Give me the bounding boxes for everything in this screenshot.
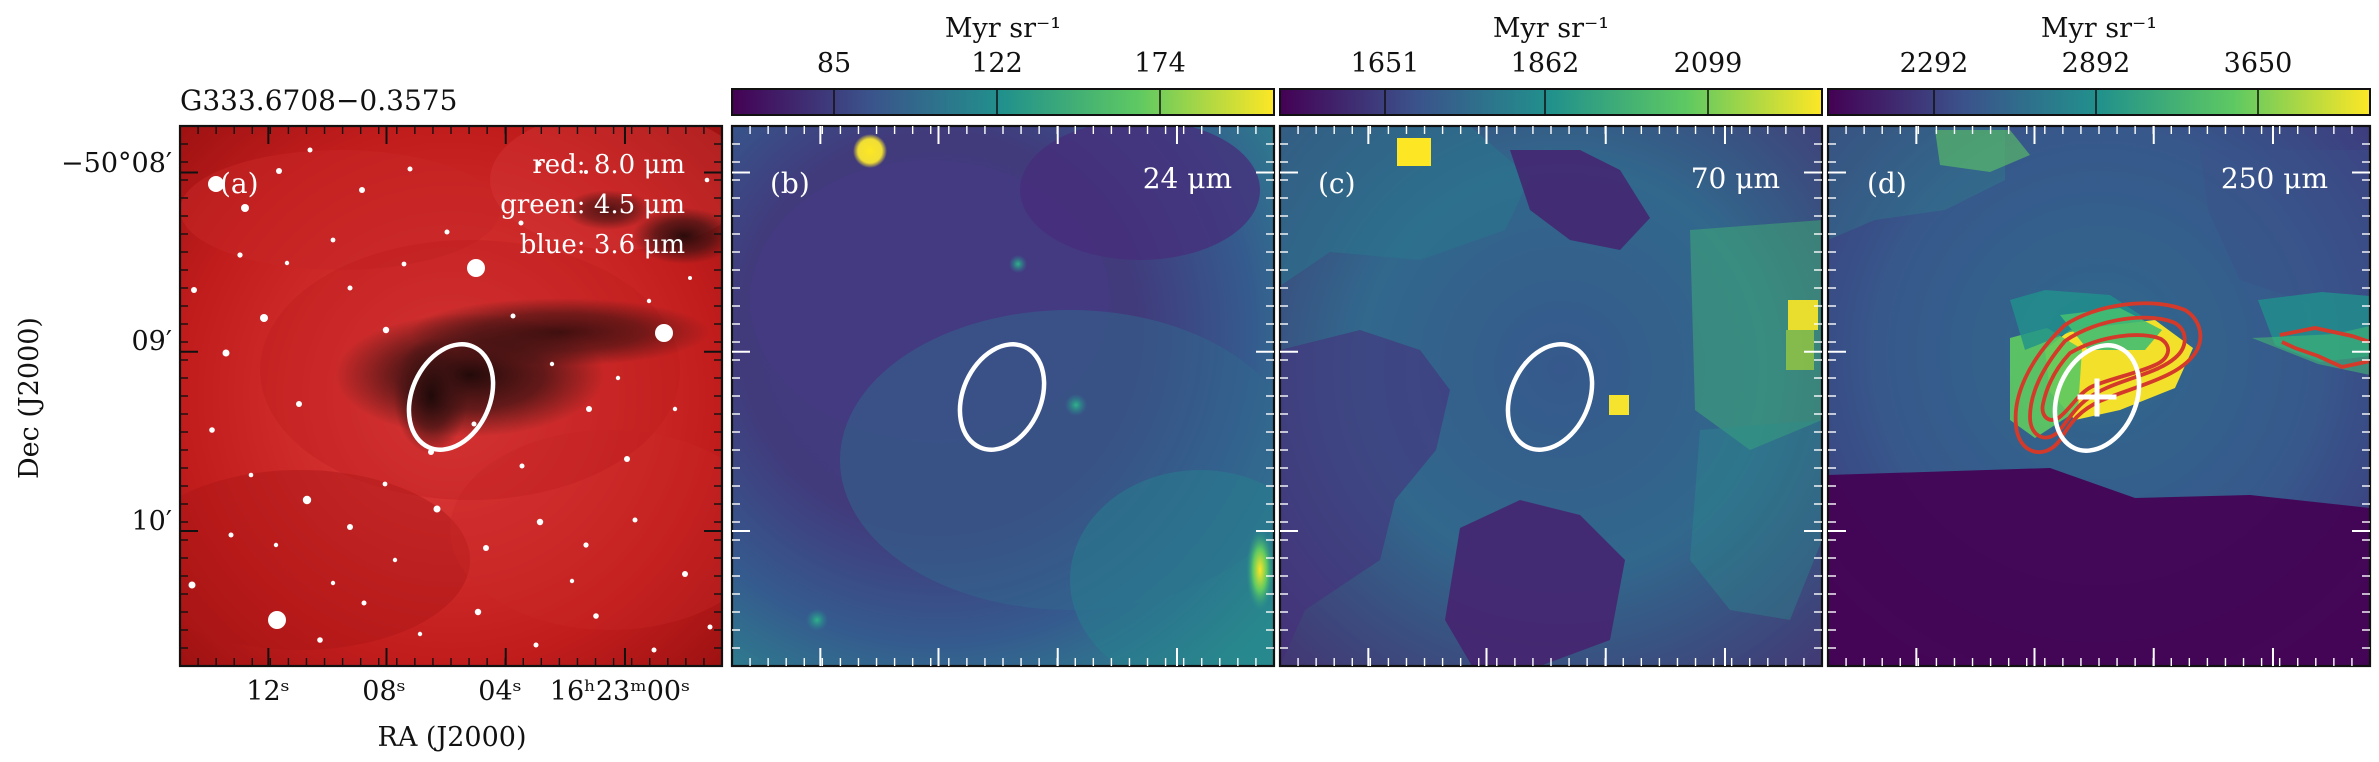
y-tick-label: 10′ xyxy=(132,506,173,537)
legend-line: green: 4.5 μm xyxy=(500,190,685,220)
y-tick-label: 09′ xyxy=(132,326,173,357)
panel-d: (d) 250 μm xyxy=(1826,124,2372,668)
cross-marker-icon xyxy=(2077,378,2117,417)
legend-line: red: 8.0 μm xyxy=(532,150,685,180)
colorbar-tick-label: 2892 xyxy=(2062,48,2131,79)
colorbar-tick-label: 174 xyxy=(1134,48,1186,79)
colorbar-tick-label: 2292 xyxy=(1900,48,1969,79)
wavelength-label: 250 μm xyxy=(2221,162,2328,195)
source-title: G333.6708−0.3575 xyxy=(180,84,457,117)
x-tick-label: 12ˢ xyxy=(246,676,289,707)
wavelength-label: 24 μm xyxy=(1143,162,1232,195)
y-axis-label: Dec (J2000) xyxy=(14,317,45,479)
colorbar-tick-label: 2099 xyxy=(1674,48,1743,79)
panel-tick-marks xyxy=(180,126,2370,666)
x-axis-label: RA (J2000) xyxy=(377,722,526,753)
colorbar-unit-label: Myr sr⁻¹ xyxy=(1493,13,1609,44)
colorbar-c: Myr sr⁻¹ 1651 1862 2099 xyxy=(1279,13,1823,116)
source-aperture-ellipse xyxy=(406,342,496,452)
colorbar-unit-label: Myr sr⁻¹ xyxy=(2041,13,2157,44)
x-tick-label: 16ʰ23ᵐ00ˢ xyxy=(550,676,690,707)
colorbar-tick-label: 1651 xyxy=(1351,48,1420,79)
panel-a: (a) red: 8.0 μm green: 4.5 μm blue: 3.6 … xyxy=(178,124,724,668)
panel-b: (b) 24 μm xyxy=(730,124,1276,668)
panel-c: (c) 70 μm xyxy=(1278,124,1824,668)
colorbar-tick-label: 1862 xyxy=(1511,48,1580,79)
x-tick-label: 08ˢ xyxy=(362,676,405,707)
panel-letter: (b) xyxy=(770,167,810,200)
colorbar-d: Myr sr⁻¹ 2292 2892 3650 xyxy=(1827,13,2371,116)
star-field xyxy=(188,147,713,653)
colorbar-tick-label: 3650 xyxy=(2224,48,2293,79)
wavelength-label: 70 μm xyxy=(1691,162,1780,195)
x-tick-label: 04ˢ xyxy=(478,676,521,707)
legend-line: blue: 3.6 μm xyxy=(520,230,685,260)
colorbar-unit-label: Myr sr⁻¹ xyxy=(945,13,1061,44)
panel-letter: (d) xyxy=(1867,167,1907,200)
colorbar-tick-label: 85 xyxy=(817,48,851,79)
colorbar-tick-label: 122 xyxy=(971,48,1023,79)
colorbar-b: Myr sr⁻¹ 85 122 174 xyxy=(731,13,1275,116)
panel-letter: (a) xyxy=(220,167,259,200)
y-tick-label: −50°08′ xyxy=(61,148,172,179)
panel-letter: (c) xyxy=(1318,167,1356,200)
